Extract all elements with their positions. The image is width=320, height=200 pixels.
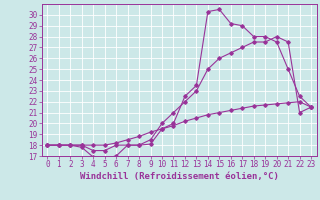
X-axis label: Windchill (Refroidissement éolien,°C): Windchill (Refroidissement éolien,°C) xyxy=(80,172,279,181)
